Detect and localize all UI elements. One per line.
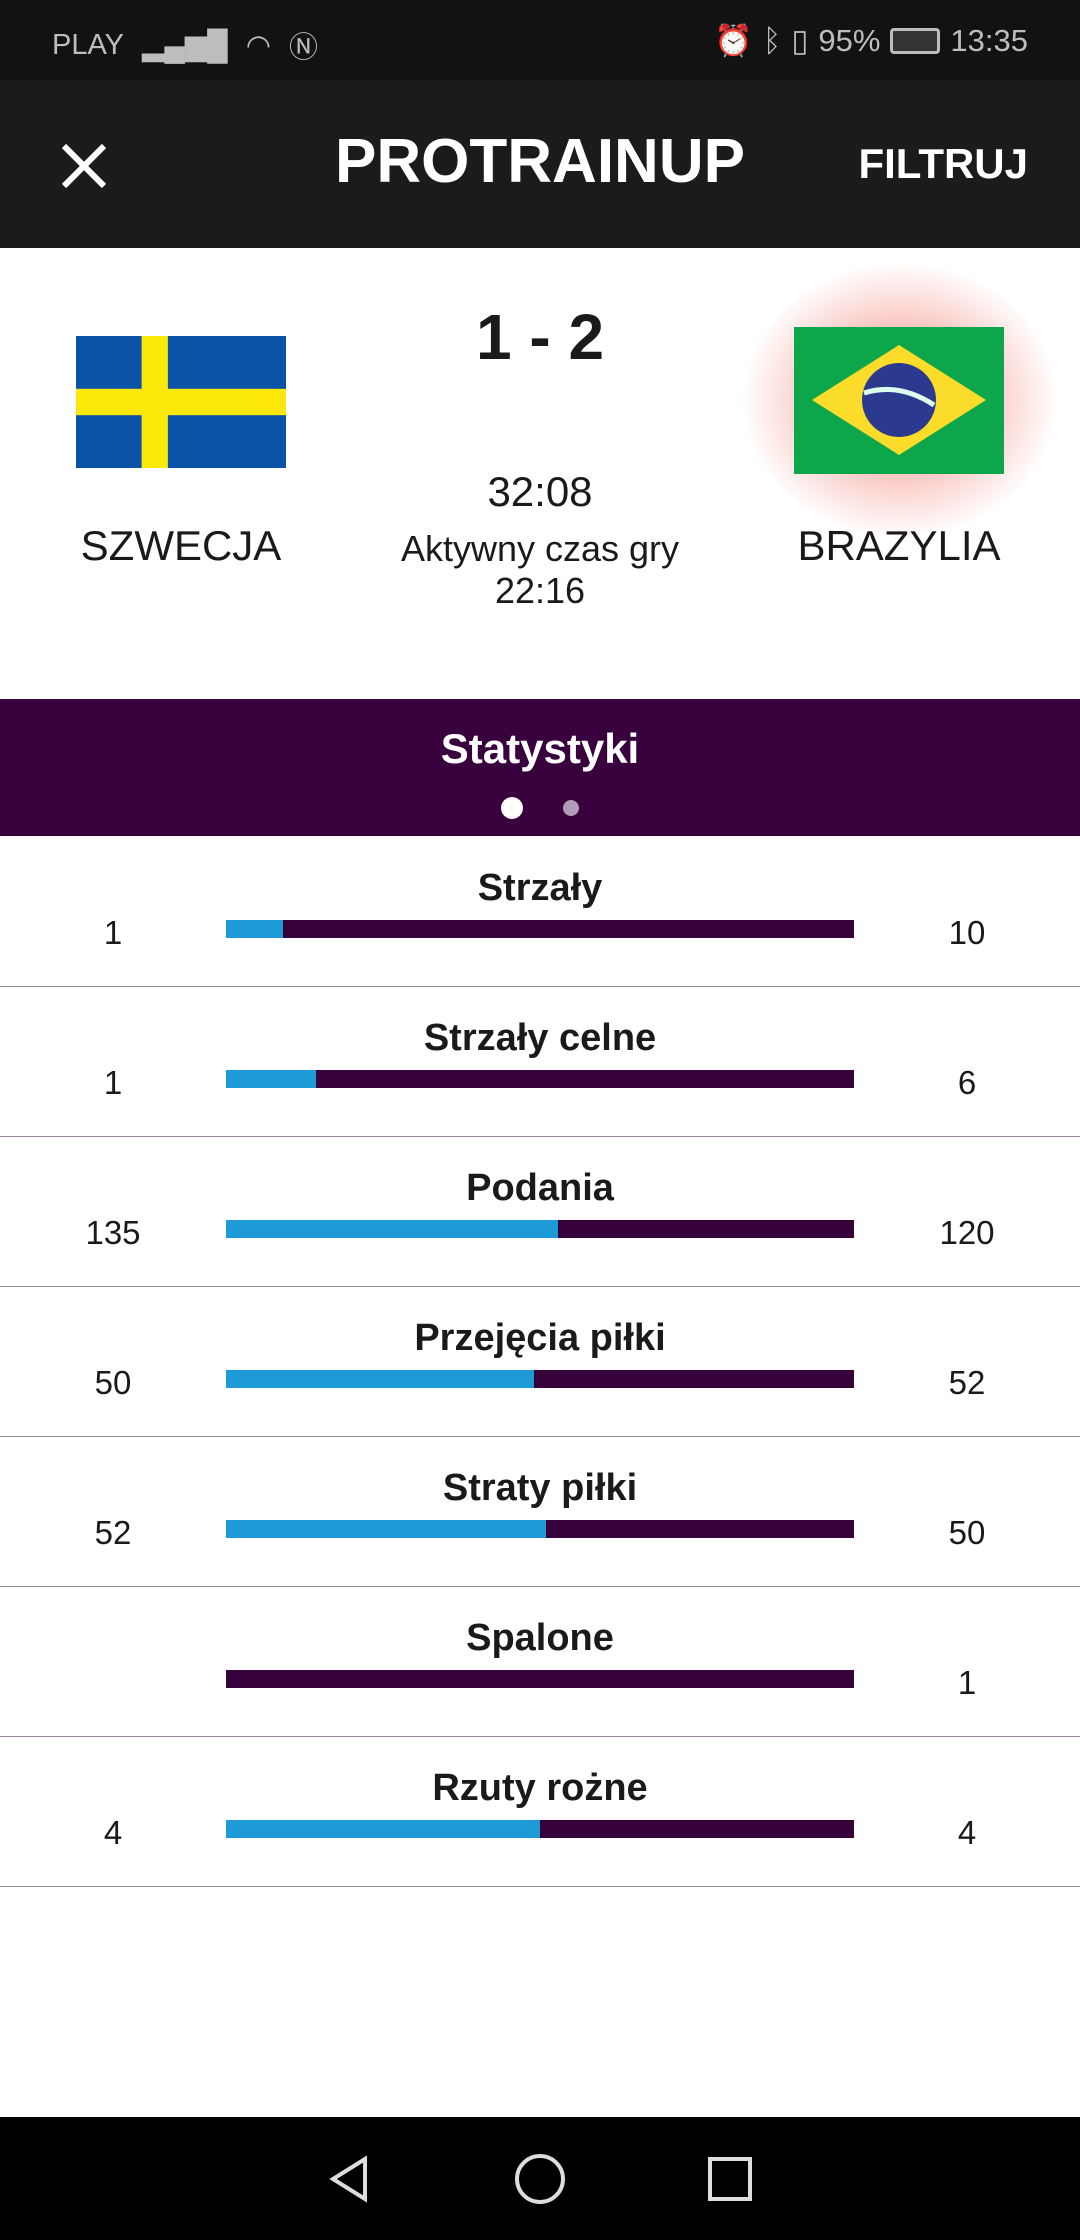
back-icon (329, 2154, 367, 2203)
wifi-icon: ◠ (245, 29, 272, 62)
away-value: 6 (957, 1064, 977, 1101)
stat-label: Przejęcia piłki (414, 1317, 666, 1359)
away-value: 52 (948, 1364, 986, 1401)
away-team-name: BRAZYLIA (797, 522, 1001, 569)
away-value: 10 (948, 914, 986, 951)
signal-icon: ▂▄▆█ (142, 29, 228, 62)
vibrate-icon: ▯ (791, 22, 809, 58)
close-icon (61, 143, 107, 189)
stat-label: Strzały celne (423, 1017, 657, 1059)
stat-label: Rzuty rożne (432, 1767, 648, 1809)
home-team-name: SZWECJA (80, 522, 282, 569)
active-time: 22:16 (494, 570, 586, 611)
home-bar-fill (226, 1370, 534, 1388)
battery-percent: 95% (818, 22, 881, 58)
stat-row: Podania 135 120 (0, 1137, 1080, 1287)
battery-icon (890, 27, 941, 54)
stat-bar (226, 1220, 854, 1238)
away-value: 4 (957, 1814, 977, 1851)
stat-bar (226, 1370, 854, 1388)
home-value: 50 (94, 1364, 132, 1401)
filter-button[interactable]: FILTRUJ (858, 140, 1028, 187)
stat-row: Rzuty rożne 4 4 (0, 1737, 1080, 1887)
stat-bar (226, 1820, 854, 1838)
stat-row: Spalone 1 (0, 1587, 1080, 1737)
stat-label: Straty piłki (442, 1467, 638, 1509)
stats-header: Statystyki (0, 699, 1080, 836)
home-value: 135 (85, 1214, 141, 1251)
nfc-icon: Ⓝ (289, 32, 319, 64)
home-icon (515, 2153, 565, 2204)
page-dot-active[interactable] (501, 797, 523, 819)
home-value: 1 (103, 1064, 123, 1101)
home-bar-fill (226, 1220, 559, 1238)
stat-bar (226, 1070, 854, 1088)
close-button[interactable] (54, 136, 114, 196)
recents-icon (708, 2156, 752, 2201)
clock: 13:35 (950, 22, 1028, 58)
stat-bar (226, 1520, 854, 1538)
home-value: 4 (103, 1814, 123, 1851)
stat-row: Strzały 1 10 (0, 837, 1080, 987)
stat-bar (226, 1670, 854, 1688)
score: 1 - 2 (475, 301, 605, 373)
stat-label: Spalone (466, 1617, 614, 1659)
home-bar-fill (226, 1820, 540, 1838)
brazil-flag-icon (794, 327, 1004, 474)
home-bar-fill (226, 1070, 316, 1088)
alarm-icon: ⏰ (714, 23, 753, 58)
back-button[interactable] (320, 2149, 380, 2209)
home-bar-fill (226, 920, 284, 938)
navigation-bar (0, 2117, 1080, 2240)
stat-label: Strzały (477, 867, 603, 909)
stat-row: Straty piłki 52 50 (0, 1437, 1080, 1587)
away-value: 1 (957, 1664, 977, 1701)
recents-button[interactable] (700, 2149, 760, 2209)
home-bar-fill (226, 1520, 547, 1538)
stat-row: Przejęcia piłki 50 52 (0, 1287, 1080, 1437)
away-value: 120 (939, 1214, 995, 1251)
active-time-label: Aktywny czas gry (400, 528, 680, 569)
carrier-label: PLAY (52, 28, 125, 61)
home-button[interactable] (510, 2149, 570, 2209)
app-header: PROTRAINUP FILTRUJ (0, 80, 1080, 248)
away-value: 50 (948, 1514, 986, 1551)
home-value: 1 (103, 914, 123, 951)
page-dot[interactable] (563, 800, 579, 816)
home-value: 52 (94, 1514, 132, 1551)
status-bar: PLAY ▂▄▆█ ◠ Ⓝ ⏰ ᛒ ▯ 95% 13:35 (0, 0, 1080, 80)
bluetooth-icon: ᛒ (762, 22, 782, 58)
sweden-flag-icon (76, 336, 286, 468)
page-indicator (0, 797, 1080, 819)
stat-label: Podania (466, 1167, 614, 1209)
match-time: 32:08 (487, 468, 593, 515)
stats-title: Statystyki (440, 725, 640, 772)
stat-bar (226, 920, 854, 938)
stat-row: Strzały celne 1 6 (0, 987, 1080, 1137)
